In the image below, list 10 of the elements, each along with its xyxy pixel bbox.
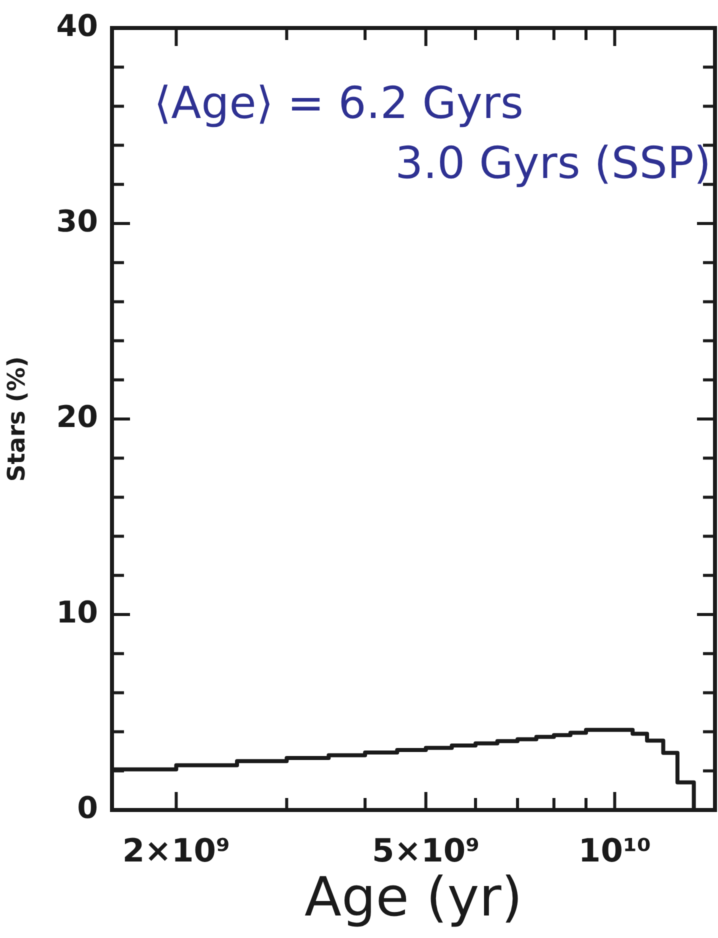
y-tick-label: 10 xyxy=(56,595,98,630)
y-tick-label: 0 xyxy=(77,790,98,826)
y-tick-label: 40 xyxy=(56,8,98,44)
y-tick-label: 30 xyxy=(56,204,98,240)
annotation: 3.0 Gyrs (SSP) xyxy=(395,138,711,189)
y-axis-title: Stars (%) xyxy=(2,356,31,482)
x-tick-label: 10¹⁰ xyxy=(578,832,651,870)
annotation: ⟨Age⟩ = 6.2 Gyrs xyxy=(154,78,524,129)
x-tick-label: 2×10⁹ xyxy=(122,832,230,870)
y-tick-label: 20 xyxy=(56,400,98,435)
